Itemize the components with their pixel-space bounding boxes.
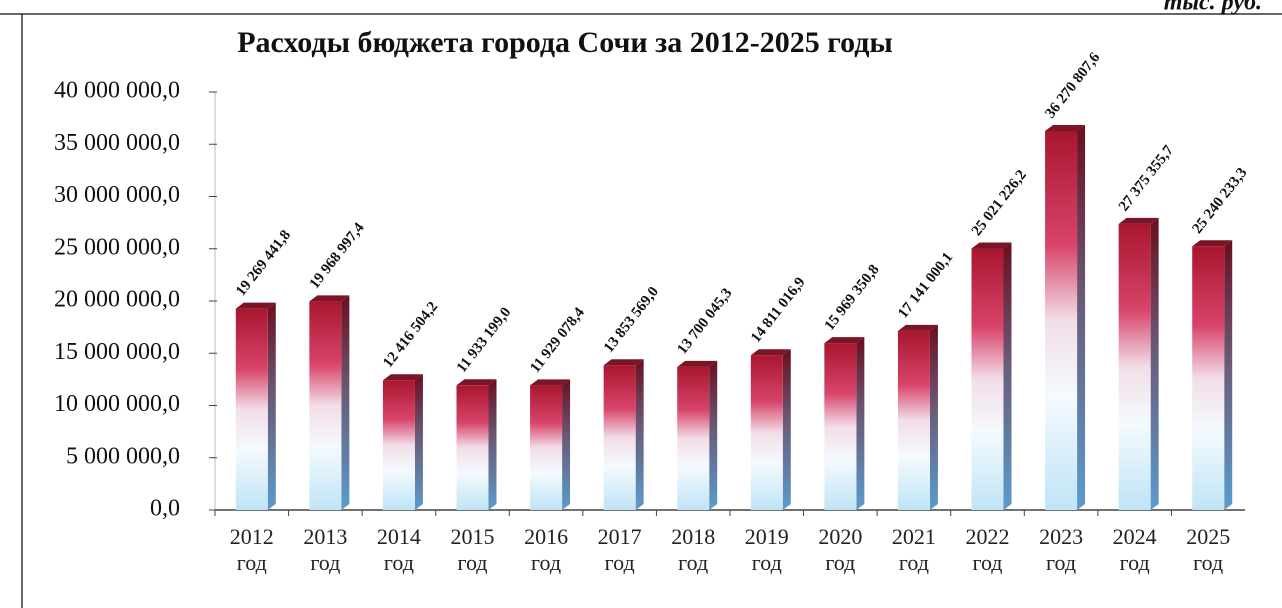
bar-side [1224,240,1233,510]
bar-top [1045,124,1086,131]
bar-side [267,302,276,510]
bar [1045,130,1078,510]
bar-side [929,324,938,510]
data-label: 17 141 000,1 [895,250,956,322]
bar-side [856,337,865,510]
x-tick-label: 2013 год [303,524,348,575]
bar [309,301,342,510]
bar [235,308,268,510]
data-label: 11 929 078,4 [527,304,588,376]
bar-side [635,359,644,510]
y-tick-label: 30 000 000,0 [54,182,180,208]
bar-side [1077,124,1086,510]
data-label: 13 853 569,0 [601,284,662,356]
x-tick-label: 2025 год [1186,524,1231,575]
y-tick-label: 0,0 [150,496,180,522]
bar-side [1003,242,1012,510]
chart-title: Расходы бюджета города Сочи за 2012-2025… [237,26,893,59]
bar-top [824,337,865,344]
x-tick-label: 2017 год [597,524,642,575]
bar-top [1192,240,1233,247]
x-tick-label: 2022 год [965,524,1010,575]
x-tick-label: 2018 год [671,524,716,575]
y-tick-label: 15 000 000,0 [54,339,180,365]
x-tick-label: 2021 год [891,524,936,575]
y-tick-label: 25 000 000,0 [54,234,180,260]
bar-top [971,242,1012,249]
bar-top [456,379,497,386]
x-tick-label: 2024 год [1112,524,1157,575]
data-label: 25 021 226,2 [969,167,1030,239]
x-tick-label: 2019 год [744,524,789,575]
data-label: 13 700 045,3 [674,286,735,358]
data-label: 27 375 355,7 [1116,142,1177,214]
bar-side [1150,217,1159,510]
subtitle: тыс. руб. [1164,0,1262,16]
bar-top [677,360,718,367]
bar-side [488,379,497,510]
x-tick-label: 2023 год [1039,524,1084,575]
x-tick-label: 2015 год [450,524,495,575]
bar-top [235,302,276,309]
bar-side [341,295,350,510]
y-tick-label: 35 000 000,0 [54,130,180,156]
bar-top [309,295,350,302]
data-label: 14 811 016,9 [748,275,809,346]
bar-side [782,349,791,510]
bar [971,248,1004,510]
bar [603,365,636,510]
data-label: 19 968 997,4 [307,220,368,292]
bar [456,385,489,510]
bar [750,355,783,510]
data-label: 25 240 233,3 [1189,165,1250,237]
bar [824,343,857,510]
bar-side [414,374,423,510]
bar-side [562,379,571,510]
bar-top [1118,217,1159,224]
bar-top [530,379,571,386]
x-tick-label: 2014 год [376,524,421,575]
bar [677,366,710,510]
bar-side [709,360,718,510]
x-tick-label: 2020 год [818,524,863,575]
bar-top [382,374,423,381]
bar [1118,223,1151,510]
bar-top [897,324,938,331]
bar-top [750,349,791,356]
y-tick-label: 20 000 000,0 [54,287,180,313]
data-label: 19 269 441,8 [233,227,294,299]
x-tick-label: 2016 год [524,524,569,575]
bar [382,380,415,510]
x-tick-label: 2012 год [229,524,274,575]
y-tick-label: 40 000 000,0 [54,78,180,104]
data-label: 36 270 807,6 [1042,49,1103,121]
data-label: 15 969 350,8 [822,262,883,334]
y-tick-label: 10 000 000,0 [54,391,180,417]
bar [897,330,930,510]
data-label: 11 933 199,0 [454,305,515,376]
data-label: 12 416 504,2 [380,299,441,371]
bar-top [603,359,644,366]
y-tick-label: 5 000 000,0 [66,443,180,469]
bar [530,385,563,510]
bar [1192,246,1225,510]
